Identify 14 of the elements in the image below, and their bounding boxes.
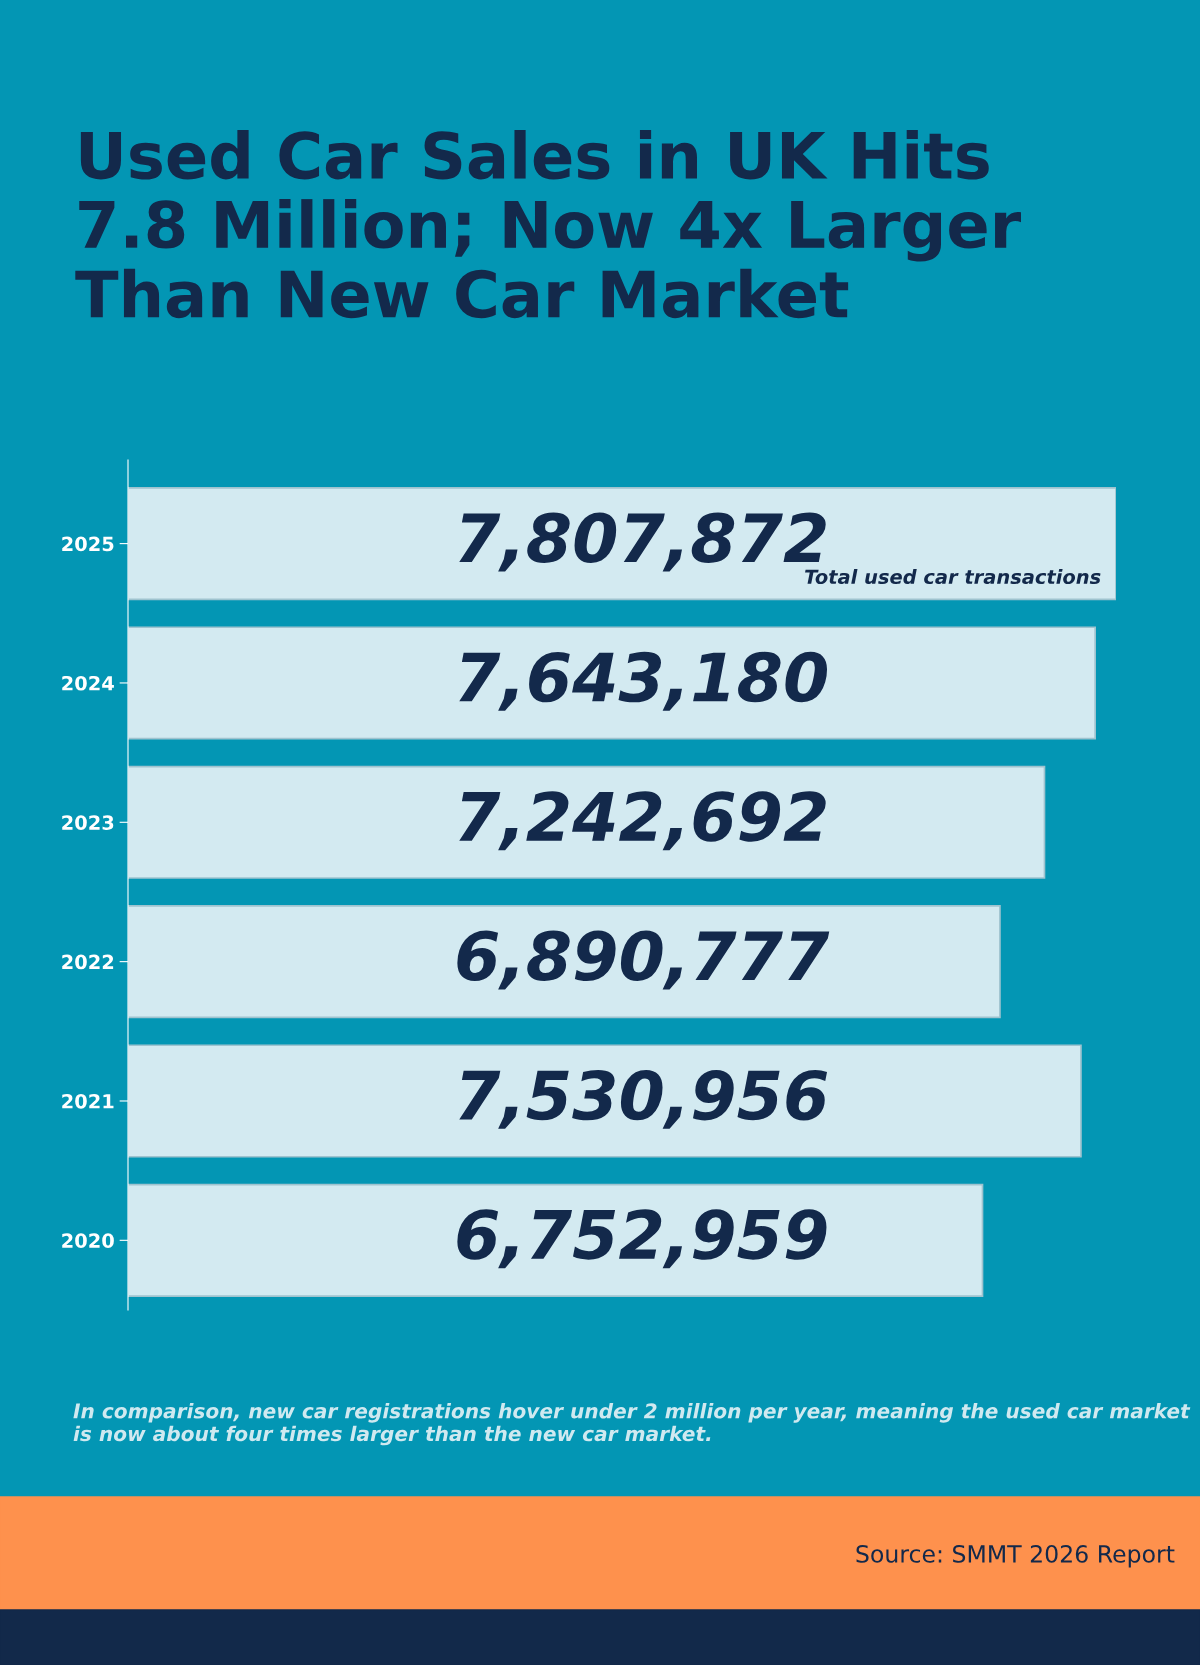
data-label: 7,643,180: [459, 651, 828, 711]
data-label: 6,890,777: [457, 930, 830, 990]
y-tick-label: 2021: [62, 1093, 114, 1109]
data-label: 7,530,956: [459, 1069, 828, 1129]
source-note: Source: SMMT 2026 Report: [856, 1544, 1175, 1568]
y-tick-label: 2020: [62, 1233, 114, 1248]
chart-title: Used Car Sales in UK Hits 7.8 Million; Now 4x Larger Than New Car Market: [75, 130, 1022, 319]
text: In comparison, new car registrations hover under 2 million per year, meaning the used car market is now about four times larger than the new car market.: [73, 1403, 1191, 1446]
y-tick-label: 2022: [62, 954, 114, 970]
data-label: 7,242,692: [459, 791, 826, 851]
y-tick-label: 2023: [62, 815, 114, 830]
y-tick-label: 2024: [62, 675, 114, 691]
data-label: 6,752,959: [457, 1209, 827, 1269]
y-tick-label: 2025: [62, 536, 114, 552]
